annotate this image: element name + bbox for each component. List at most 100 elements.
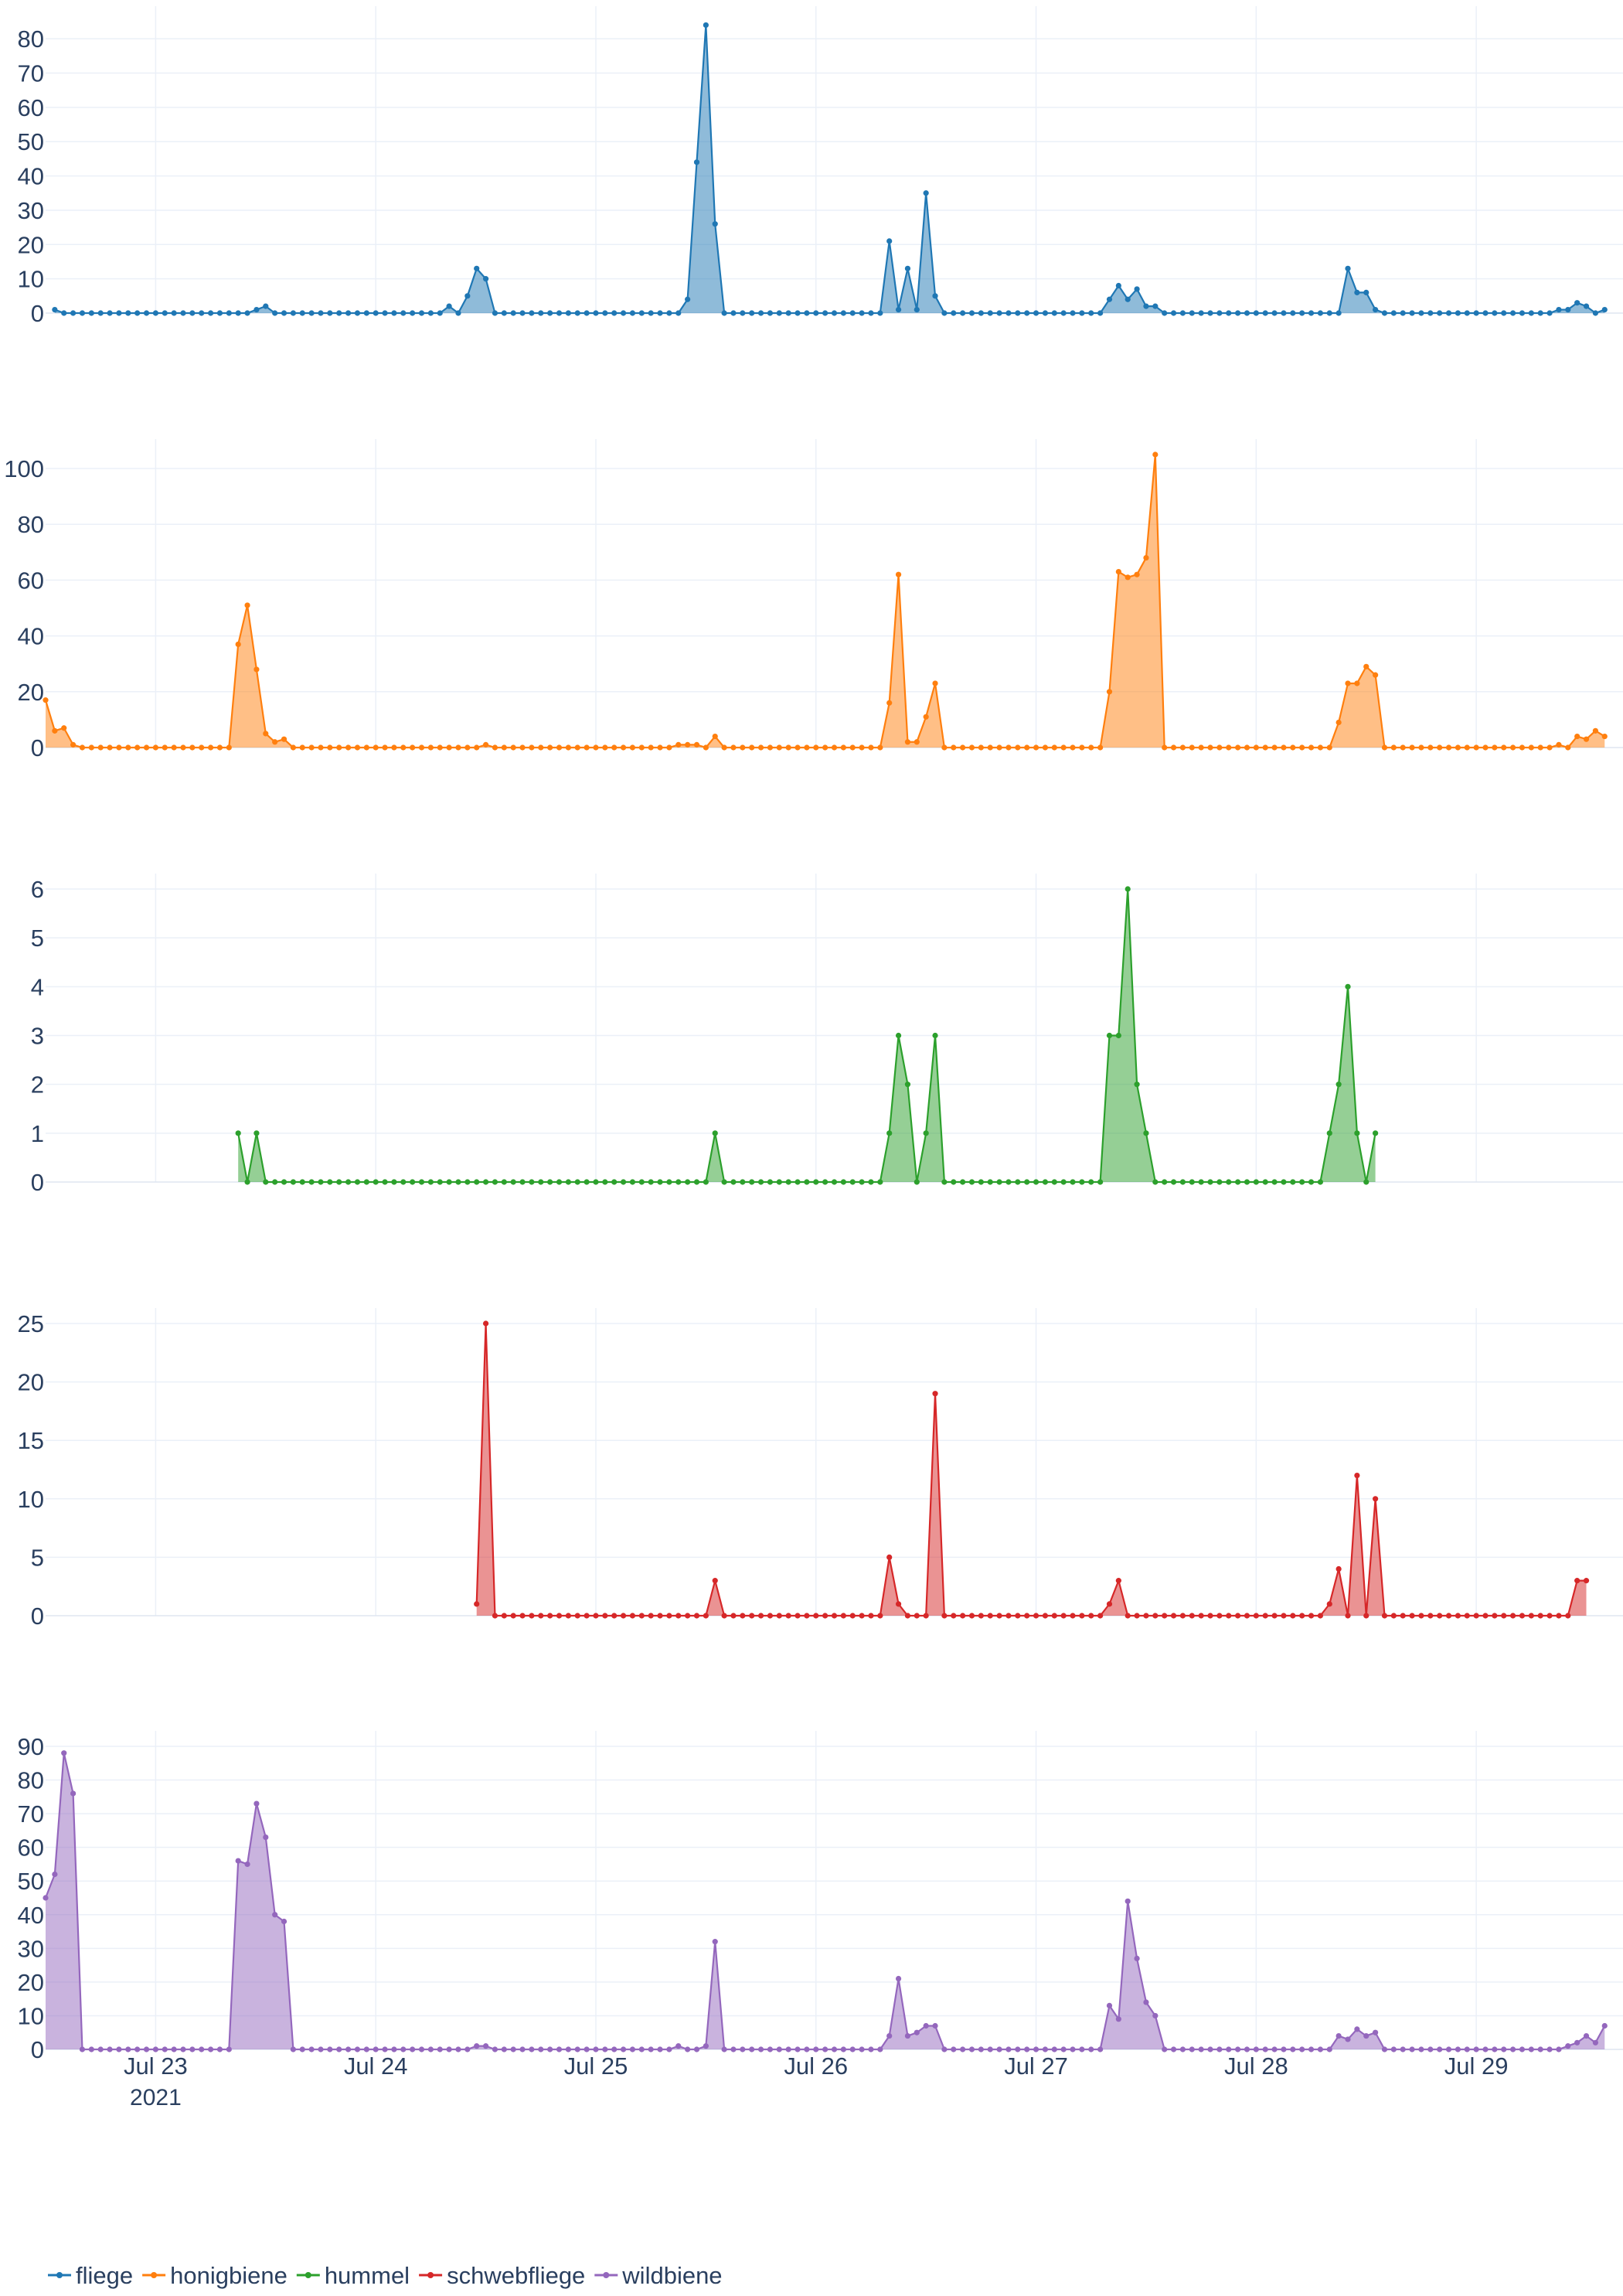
data-point-wildbiene[interactable] (510, 2046, 516, 2052)
data-point-wildbiene[interactable] (199, 2046, 205, 2052)
data-point-hummel[interactable] (455, 1179, 461, 1185)
data-point-fliege[interactable] (574, 310, 580, 316)
data-point-schwebfliege[interactable] (1335, 1565, 1342, 1572)
data-point-wildbiene[interactable] (1051, 2046, 1057, 2052)
data-point-honigbiene[interactable] (693, 741, 700, 748)
data-point-honigbiene[interactable] (1528, 744, 1534, 751)
data-point-fliege[interactable] (52, 306, 58, 313)
data-point-fliege[interactable] (602, 310, 608, 316)
data-point-wildbiene[interactable] (290, 2046, 296, 2052)
data-point-fliege[interactable] (877, 310, 883, 316)
data-point-fliege[interactable] (299, 310, 305, 316)
data-point-wildbiene[interactable] (79, 2046, 86, 2052)
data-point-wildbiene[interactable] (1299, 2046, 1305, 2052)
data-point-honigbiene[interactable] (776, 744, 782, 751)
data-point-wildbiene[interactable] (382, 2046, 388, 2052)
data-point-wildbiene[interactable] (987, 2046, 993, 2052)
data-point-schwebfliege[interactable] (1216, 1613, 1223, 1619)
data-point-honigbiene[interactable] (1409, 744, 1415, 751)
data-point-wildbiene[interactable] (1335, 2032, 1342, 2039)
data-point-hummel[interactable] (574, 1179, 580, 1185)
data-point-honigbiene[interactable] (895, 571, 902, 577)
data-point-fliege[interactable] (1390, 310, 1397, 316)
data-point-fliege[interactable] (1510, 310, 1516, 316)
data-point-schwebfliege[interactable] (1354, 1472, 1360, 1479)
data-point-honigbiene[interactable] (565, 744, 571, 751)
data-point-wildbiene[interactable] (152, 2046, 158, 2052)
data-point-wildbiene[interactable] (1565, 2043, 1571, 2049)
data-point-honigbiene[interactable] (1033, 744, 1039, 751)
data-point-schwebfliege[interactable] (1051, 1613, 1057, 1619)
data-point-fliege[interactable] (785, 310, 791, 316)
data-point-schwebfliege[interactable] (1042, 1613, 1049, 1619)
data-point-honigbiene[interactable] (1317, 744, 1324, 751)
data-point-hummel[interactable] (1198, 1179, 1204, 1185)
data-point-fliege[interactable] (886, 238, 893, 244)
data-point-fliege[interactable] (281, 310, 288, 316)
data-point-fliege[interactable] (1537, 310, 1543, 316)
data-point-hummel[interactable] (510, 1179, 516, 1185)
data-point-schwebfliege[interactable] (914, 1613, 920, 1619)
data-point-wildbiene[interactable] (1519, 2046, 1526, 2052)
data-point-fliege[interactable] (556, 310, 563, 316)
data-point-honigbiene[interactable] (960, 744, 966, 751)
data-point-honigbiene[interactable] (1363, 663, 1370, 669)
data-point-fliege[interactable] (1445, 310, 1452, 316)
data-point-wildbiene[interactable] (923, 2022, 929, 2029)
data-point-fliege[interactable] (538, 310, 544, 316)
data-point-schwebfliege[interactable] (1565, 1613, 1571, 1619)
data-point-wildbiene[interactable] (308, 2046, 315, 2052)
data-point-fliege[interactable] (61, 310, 67, 316)
data-point-fliege[interactable] (657, 310, 663, 316)
data-point-honigbiene[interactable] (1060, 744, 1067, 751)
data-point-wildbiene[interactable] (1537, 2046, 1543, 2052)
data-point-schwebfliege[interactable] (978, 1613, 984, 1619)
data-point-hummel[interactable] (978, 1179, 984, 1185)
data-point-fliege[interactable] (1134, 286, 1140, 292)
data-point-hummel[interactable] (638, 1179, 645, 1185)
data-point-fliege[interactable] (1473, 310, 1479, 316)
data-point-honigbiene[interactable] (740, 744, 746, 751)
data-point-hummel[interactable] (629, 1179, 636, 1185)
data-point-honigbiene[interactable] (391, 744, 397, 751)
data-point-hummel[interactable] (538, 1179, 544, 1185)
data-point-schwebfliege[interactable] (629, 1613, 636, 1619)
data-point-wildbiene[interactable] (1482, 2046, 1489, 2052)
data-point-schwebfliege[interactable] (1290, 1613, 1296, 1619)
data-point-wildbiene[interactable] (1179, 2046, 1186, 2052)
data-point-wildbiene[interactable] (1079, 2046, 1085, 2052)
data-point-wildbiene[interactable] (299, 2046, 305, 2052)
data-point-honigbiene[interactable] (79, 744, 86, 751)
data-point-fliege[interactable] (1592, 310, 1599, 316)
data-point-wildbiene[interactable] (1445, 2046, 1452, 2052)
data-point-honigbiene[interactable] (1299, 744, 1305, 751)
data-point-schwebfliege[interactable] (657, 1613, 663, 1619)
data-point-fliege[interactable] (712, 221, 718, 227)
data-point-schwebfliege[interactable] (886, 1554, 893, 1560)
data-point-honigbiene[interactable] (556, 744, 563, 751)
data-point-honigbiene[interactable] (712, 733, 718, 740)
data-point-hummel[interactable] (666, 1179, 672, 1185)
data-point-schwebfliege[interactable] (1299, 1613, 1305, 1619)
data-point-honigbiene[interactable] (1051, 744, 1057, 751)
data-point-honigbiene[interactable] (1501, 744, 1507, 751)
data-point-schwebfliege[interactable] (1418, 1613, 1424, 1619)
data-point-honigbiene[interactable] (318, 744, 324, 751)
data-point-hummel[interactable] (427, 1179, 434, 1185)
data-point-wildbiene[interactable] (1437, 2046, 1443, 2052)
data-point-honigbiene[interactable] (418, 744, 425, 751)
data-point-hummel[interactable] (299, 1179, 305, 1185)
data-point-honigbiene[interactable] (116, 744, 122, 751)
data-point-fliege[interactable] (904, 265, 911, 271)
data-point-schwebfliege[interactable] (1033, 1613, 1039, 1619)
data-point-fliege[interactable] (648, 310, 654, 316)
data-point-honigbiene[interactable] (1546, 744, 1553, 751)
data-point-hummel[interactable] (482, 1179, 489, 1185)
data-point-honigbiene[interactable] (281, 736, 288, 742)
data-point-hummel[interactable] (657, 1179, 663, 1185)
data-point-fliege[interactable] (813, 310, 819, 316)
data-point-fliege[interactable] (272, 310, 278, 316)
data-point-fliege[interactable] (107, 310, 113, 316)
data-point-schwebfliege[interactable] (749, 1613, 755, 1619)
data-point-schwebfliege[interactable] (712, 1578, 718, 1584)
